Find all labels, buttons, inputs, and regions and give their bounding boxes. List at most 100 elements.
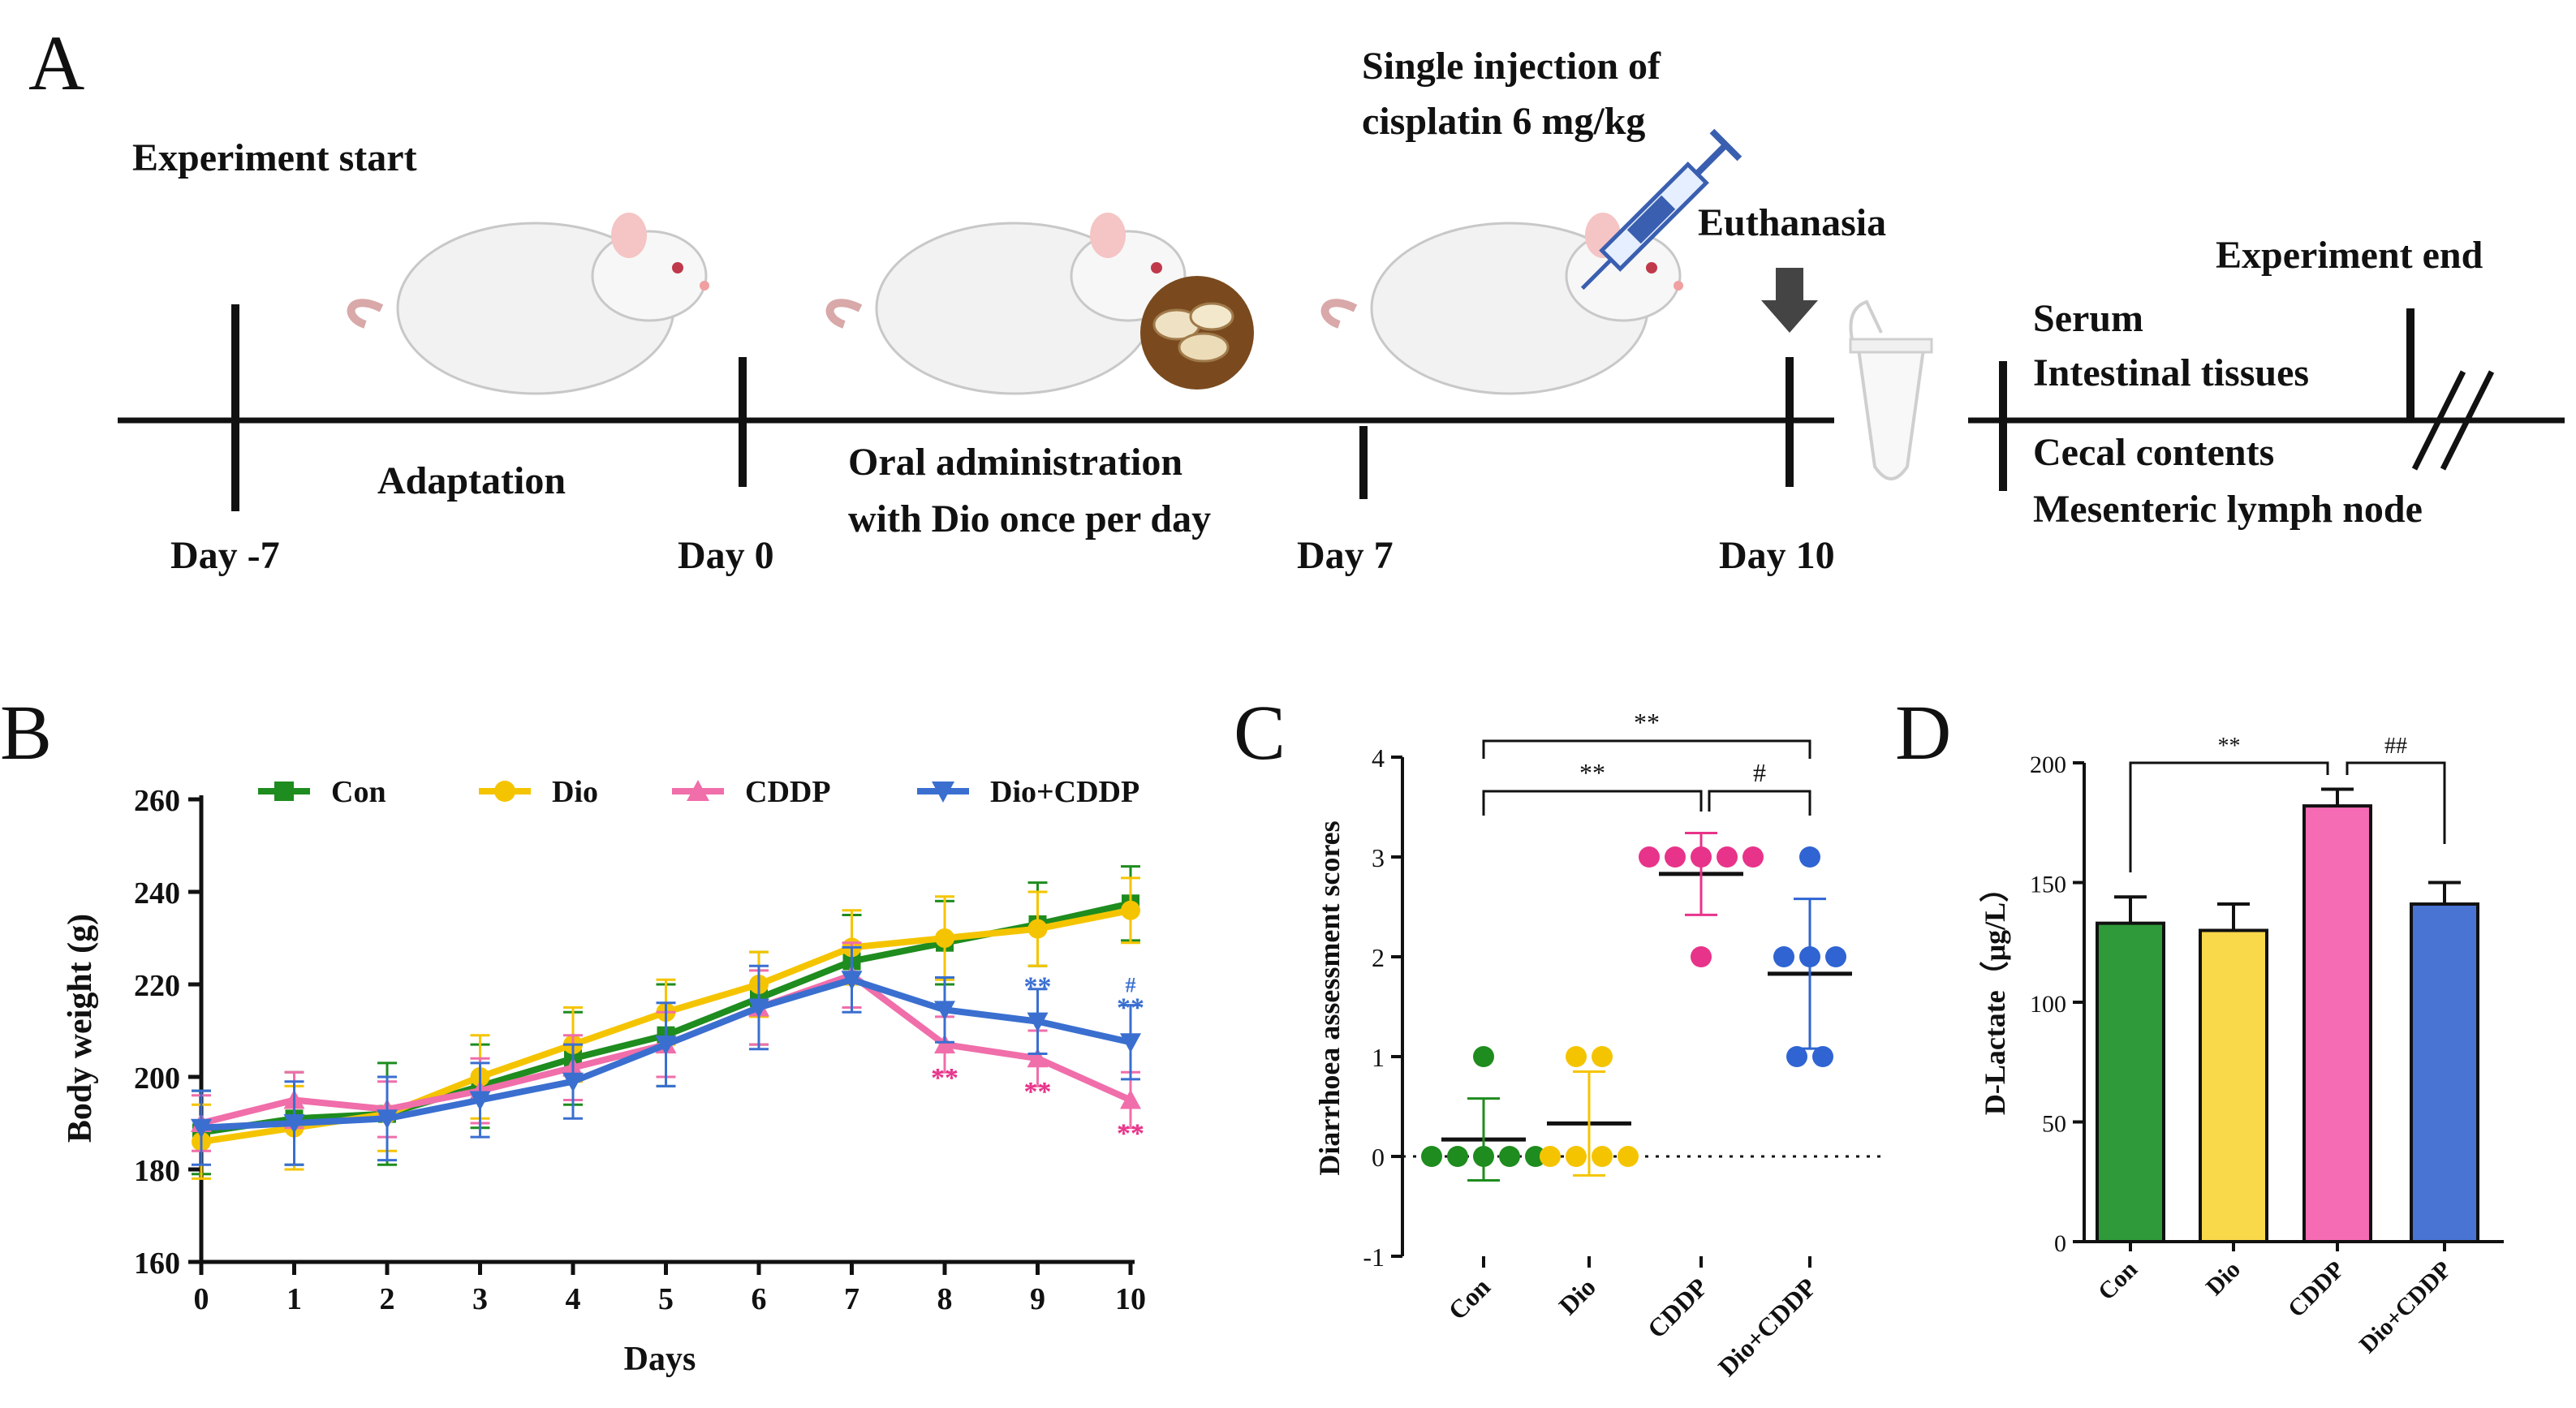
significance-marker: # — [1126, 973, 1136, 997]
day-label-7: Day 7 — [1297, 534, 1394, 577]
data-point — [1027, 1048, 1049, 1068]
chart-b-x-tick-label: 0 — [194, 1282, 209, 1316]
chart-b-y-tick-label: 240 — [134, 876, 180, 911]
chart-b-axes — [188, 795, 1135, 1275]
legend-label: Dio — [552, 775, 598, 809]
label-oral-line1: Oral administration — [848, 441, 1182, 484]
data-point — [1717, 846, 1738, 868]
bar — [2096, 921, 2165, 1244]
chart-c-y-tick-label: 4 — [1372, 743, 1385, 773]
label-injection-line2: cisplatin 6 mg/kg — [1362, 100, 1645, 143]
chart-d-ylabel: D-Lactate（μg/L） — [1979, 873, 2011, 1115]
significance-label: ** — [1634, 708, 1660, 737]
data-point — [191, 1118, 212, 1139]
data-point — [934, 1034, 955, 1054]
tube-icon — [1849, 299, 1933, 480]
chart-c-x-tick-label: Dio+CDDP — [1712, 1272, 1822, 1381]
chart-d-x-tick-label: Dio — [2201, 1256, 2246, 1301]
chart-c-x-tick-label: Con — [1442, 1272, 1496, 1325]
chart-c-ylabel: Diarrhoea assessment scores — [1313, 820, 1346, 1175]
data-point — [1742, 846, 1764, 868]
label-injection-line1: Single injection of — [1362, 45, 1661, 88]
bar — [2199, 928, 2268, 1243]
chart-b-tick-labels: 160 180 200 220 240 260 0 1 2 3 4 5 6 7 8 9 10 — [134, 784, 1146, 1316]
rat-illustration-3 — [1320, 213, 1683, 395]
herb-slices-illustration — [1140, 276, 1254, 390]
chart-b-x-tick-label: 5 — [658, 1282, 674, 1316]
data-point — [1120, 1089, 1141, 1109]
legend-marker — [274, 782, 294, 801]
legend-marker — [687, 780, 709, 801]
series-dio-cddp — [191, 945, 1141, 1166]
chart-b-x-tick-label: 7 — [844, 1282, 859, 1316]
data-point — [1773, 946, 1794, 967]
chart-d-x-tick-label: Con — [2093, 1255, 2143, 1305]
significance-label: ** — [2218, 734, 2241, 759]
label-experiment-start: Experiment start — [132, 136, 417, 179]
data-point — [1540, 1146, 1561, 1167]
chart-d-y-tick-label: 150 — [2030, 872, 2066, 898]
chart-b-y-tick-label: 160 — [134, 1247, 180, 1281]
significance-marker: ** — [1117, 992, 1144, 1023]
data-point — [1691, 946, 1712, 967]
data-point — [1618, 1146, 1639, 1167]
chart-b-x-tick-label: 8 — [937, 1282, 953, 1316]
significance-bracket — [1708, 790, 1811, 816]
significance-marker: ** — [1024, 1077, 1052, 1107]
bar — [2302, 804, 2372, 1243]
chart-c-y-tick-label: 1 — [1372, 1043, 1385, 1072]
chart-d-y-tick-label: 200 — [2030, 751, 2066, 778]
data-point — [377, 1109, 398, 1130]
chart-c-points: ** ** # — [1421, 708, 1852, 1182]
day-label-minus7: Day -7 — [170, 534, 280, 577]
chart-d-y-tick-label: 50 — [2042, 1111, 2066, 1138]
chart-b-x-tick-label: 3 — [472, 1282, 488, 1316]
sample-cecal: Cecal contents — [2033, 431, 2274, 474]
data-point — [1027, 1012, 1049, 1032]
chart-d-x-tick-label: CDDP — [2283, 1256, 2350, 1323]
data-point — [841, 971, 863, 991]
legend-marker — [932, 782, 954, 803]
data-point — [655, 1036, 677, 1056]
break-mark-1 — [2411, 370, 2466, 471]
label-euthanasia: Euthanasia — [1698, 201, 1886, 244]
significance-label: ## — [2384, 734, 2407, 759]
chart-b-ylabel: Body weight (g) — [62, 914, 99, 1143]
chart-c-y-tick-label: 0 — [1372, 1143, 1385, 1172]
panel-label-a: A — [28, 19, 84, 106]
significance-label: ** — [1579, 758, 1605, 787]
significance-bracket — [2129, 761, 2329, 872]
timeline — [118, 304, 2565, 511]
chart-b-y-tick-label: 180 — [134, 1154, 180, 1188]
chart-b-x-tick-label: 4 — [566, 1282, 581, 1316]
data-point — [934, 1001, 955, 1021]
down-arrow-icon — [1761, 268, 1818, 333]
significance-label: # — [1753, 758, 1766, 787]
legend-marker — [494, 781, 515, 802]
data-point — [1566, 1146, 1587, 1167]
data-point — [1121, 900, 1140, 920]
data-point — [1566, 1046, 1587, 1067]
panel-label-d: D — [1895, 689, 1951, 776]
rat-illustration-2 — [825, 213, 1188, 395]
data-point — [283, 1114, 305, 1134]
legend-label: CDDP — [745, 775, 831, 809]
label-oral-line2: with Dio once per day — [848, 497, 1211, 540]
data-point — [1525, 1146, 1546, 1167]
syringe-icon — [1580, 128, 1742, 291]
chart-d: 0 50 100 150 200 Con Dio CDDP Dio+CDDP ** ## D-La… — [1979, 734, 2504, 1358]
chart-d-y-tick-label: 100 — [2030, 991, 2066, 1018]
day-label-0: Day 0 — [678, 534, 774, 577]
chart-b-y-tick-label: 220 — [134, 969, 180, 1003]
chart-b-series — [191, 865, 1141, 1180]
chart-c-y-tick-label: 3 — [1372, 843, 1385, 872]
chart-c-y-tick-label: -1 — [1363, 1242, 1385, 1272]
sample-intestinal: Intestinal tissues — [2033, 351, 2309, 394]
significance-marker: ** — [931, 1063, 958, 1093]
data-point — [935, 928, 954, 948]
chart-b-x-tick-label: 10 — [1115, 1282, 1146, 1316]
legend-label: Con — [331, 775, 386, 809]
